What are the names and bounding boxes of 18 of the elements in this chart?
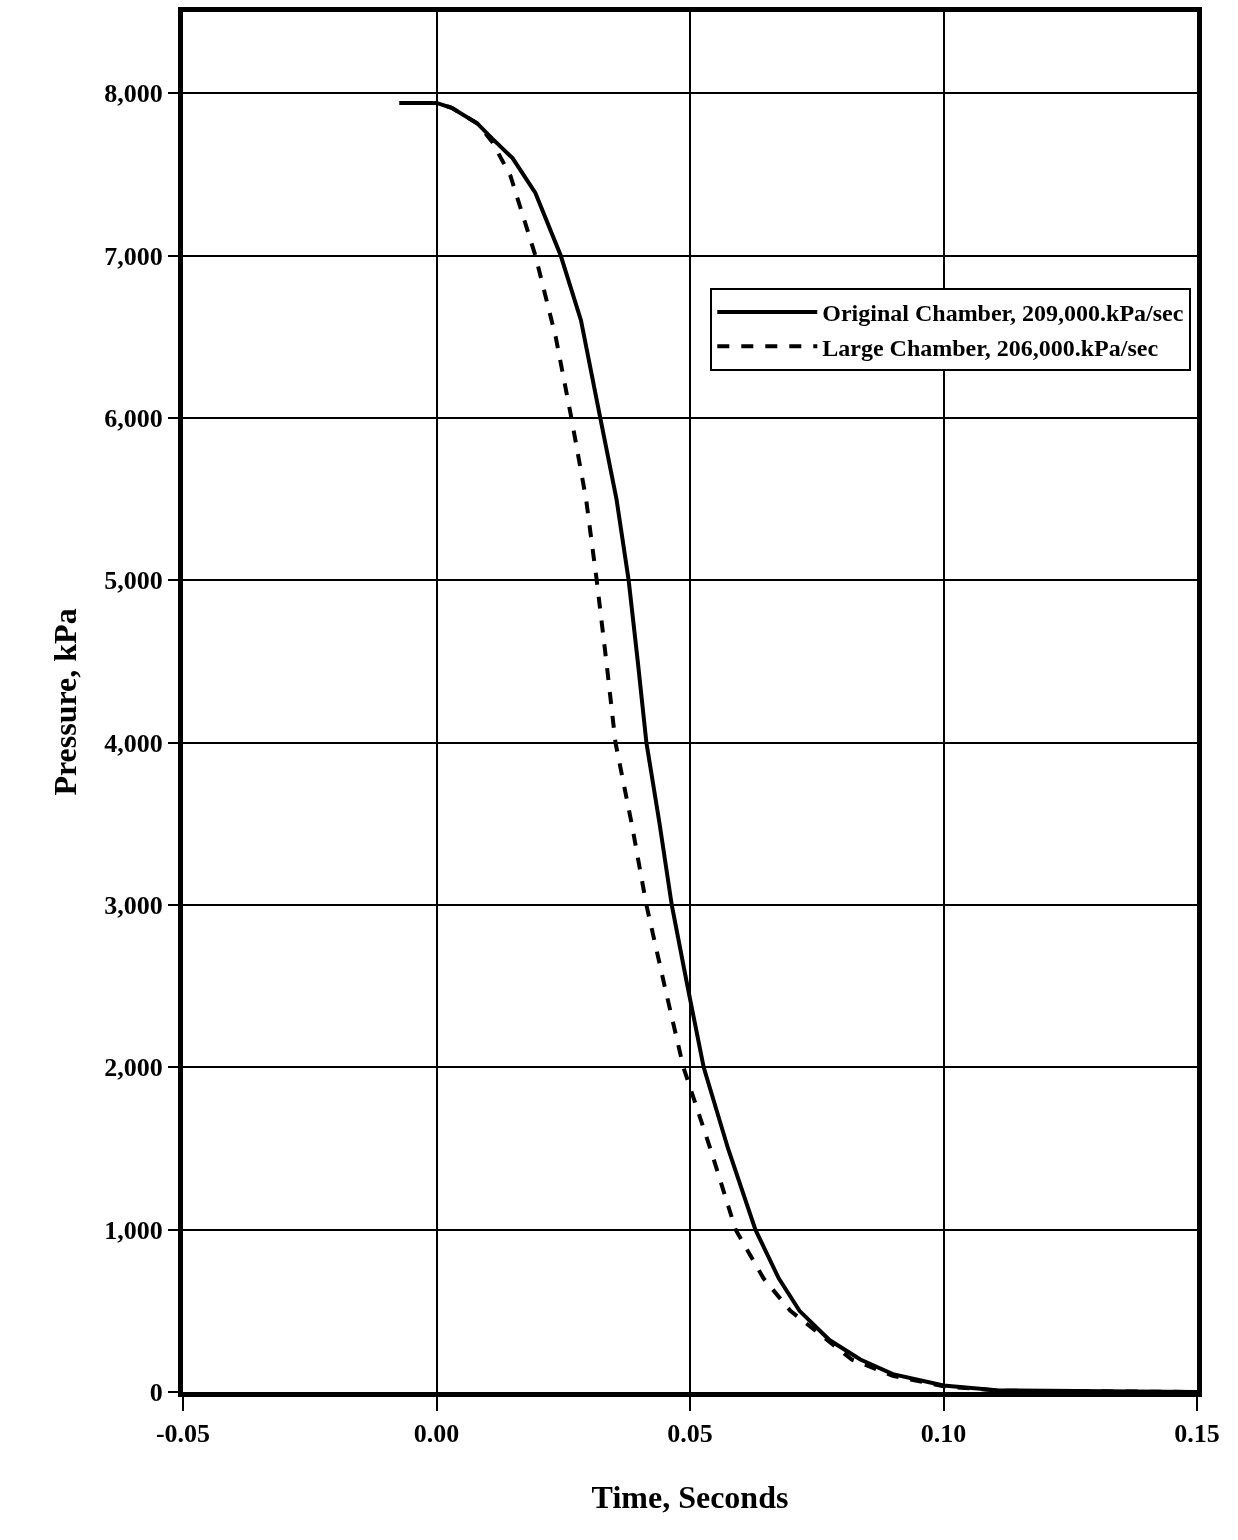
legend-label: Large Chamber, 206,000.kPa/sec [822, 334, 1159, 361]
y-tick-label: 3,000 [104, 891, 163, 921]
x-axis-title: Time, Seconds [591, 1479, 789, 1516]
legend-label: Original Chamber, 209,000.kPa/sec [822, 300, 1184, 327]
y-tick-label: 4,000 [104, 728, 163, 758]
x-tick-label: 0.15 [1174, 1419, 1220, 1449]
y-tick-label: 1,000 [104, 1215, 163, 1245]
y-tick-label: 7,000 [104, 241, 163, 271]
y-tick-label: 0 [149, 1378, 163, 1408]
y-tick-label: 5,000 [104, 566, 163, 596]
y-tick-label: 8,000 [104, 79, 163, 109]
x-tick-label: 0.05 [667, 1419, 713, 1449]
y-tick-label: 2,000 [104, 1053, 163, 1083]
y-axis-title: Pressure, kPa [46, 608, 83, 796]
y-tick-label: 6,000 [104, 403, 163, 433]
x-tick-label: 0.00 [413, 1419, 460, 1449]
x-tick-label: -0.05 [155, 1419, 211, 1449]
x-tick-label: 0.10 [920, 1419, 967, 1449]
